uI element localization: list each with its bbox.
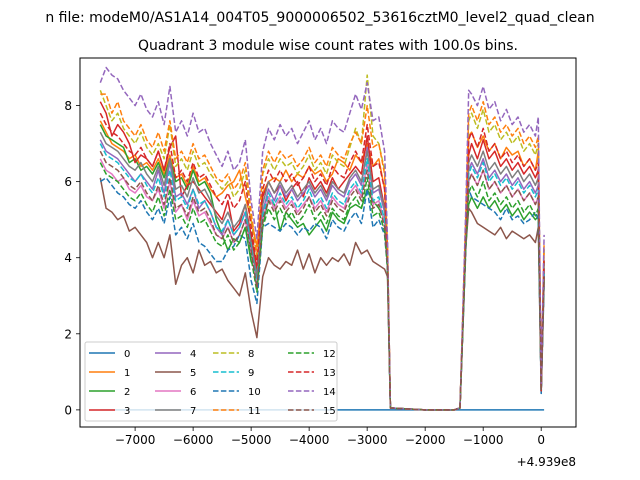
x-tick-label: −2000 xyxy=(405,433,446,447)
x-offset-label: +4.939e8 xyxy=(517,455,576,469)
legend-label-14: 14 xyxy=(323,387,336,398)
legend-label-1: 1 xyxy=(124,368,130,379)
legend-label-5: 5 xyxy=(190,368,196,379)
legend-label-7: 7 xyxy=(190,406,196,417)
legend-label-13: 13 xyxy=(323,368,336,379)
y-tick-label: 4 xyxy=(64,251,72,265)
x-tick-label: −4000 xyxy=(289,433,330,447)
legend-box xyxy=(84,341,338,422)
legend-label-0: 0 xyxy=(124,349,130,360)
legend-label-12: 12 xyxy=(323,349,336,360)
y-tick-label: 8 xyxy=(64,99,72,113)
series-line-4 xyxy=(99,139,545,411)
x-tick-label: −7000 xyxy=(115,433,156,447)
series-line-15 xyxy=(99,150,545,411)
legend-label-2: 2 xyxy=(124,387,130,398)
figure-suptitle: n file: modeM0/AS1A14_004T05_9000006502_… xyxy=(45,10,594,26)
y-tick-label: 6 xyxy=(64,175,72,189)
series-line-10 xyxy=(99,177,545,411)
series-line-9 xyxy=(99,143,545,411)
legend-label-10: 10 xyxy=(248,387,261,398)
legend-label-3: 3 xyxy=(124,406,130,417)
legend-label-8: 8 xyxy=(248,349,254,360)
chart-title: Quadrant 3 module wise count rates with … xyxy=(138,38,518,54)
series-line-14 xyxy=(99,66,545,411)
y-tick-label: 0 xyxy=(64,403,72,417)
legend-label-11: 11 xyxy=(248,406,261,417)
x-tick-label: −6000 xyxy=(173,433,214,447)
x-axis: −7000 −6000 −5000 −4000 −3000 −2000 −1000 0 xyxy=(115,427,545,447)
legend-label-4: 4 xyxy=(190,349,196,360)
x-tick-label: 0 xyxy=(537,433,545,447)
x-tick-label: −5000 xyxy=(231,433,272,447)
legend-label-15: 15 xyxy=(323,406,336,417)
series-line-8 xyxy=(99,74,545,411)
y-tick-label: 2 xyxy=(64,327,72,341)
series-line-6 xyxy=(99,158,545,411)
series-line-12 xyxy=(99,162,545,411)
legend-label-9: 9 xyxy=(248,368,254,379)
legend-label-6: 6 xyxy=(190,387,196,398)
series-line-7 xyxy=(99,131,545,411)
plot-frame xyxy=(79,57,577,428)
series-line-11 xyxy=(100,93,545,411)
x-tick-label: −1000 xyxy=(463,433,504,447)
y-axis: 0 2 4 6 8 xyxy=(64,99,80,417)
series-line-13 xyxy=(99,112,545,411)
series-line-5 xyxy=(99,177,545,411)
x-tick-label: −3000 xyxy=(347,433,388,447)
plot-lines xyxy=(99,66,545,411)
